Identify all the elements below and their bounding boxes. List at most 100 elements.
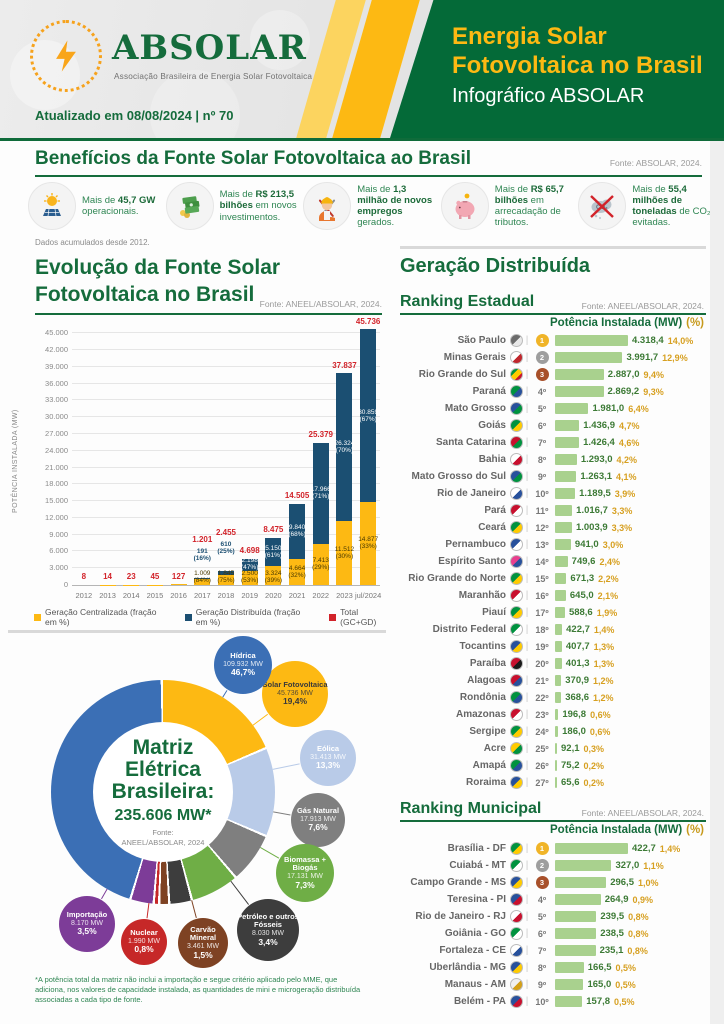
region-name: Teresina - PI [447,894,506,905]
source-bubble: Gás Natural 17.913 MW 7,6% [291,793,345,847]
y-tick-label: 18.000 [45,479,68,489]
x-tick-label: 2022 [312,591,330,600]
ranking-bar [555,403,589,414]
total-label: 45.736 [355,316,381,326]
ranking-bar [555,692,562,703]
pct-value: 0,8% [627,928,649,939]
rank-position: 2 [531,351,553,364]
bar-area: 588,6 1,9% [553,607,706,618]
legend-label: Total (GC+GD) [340,607,377,627]
flag-icon [510,623,523,636]
y-tick-label: 30.000 [45,412,68,422]
pct-value: 0,5% [615,962,637,973]
state-ranking-source: Fonte: ANEEL/ABSOLAR, 2024. [581,301,704,311]
bar-area: 327,0 1,1% [553,860,706,871]
mw-value: 92,1 [561,743,580,754]
ranking-row: Acre | 25º 92,1 0,3% [400,740,706,757]
pct-value: 1,3% [593,658,615,669]
gridline [72,382,380,384]
ranking-bar [555,709,559,720]
pct-value: 0,6% [590,709,611,720]
rank-position: 8º [537,962,547,973]
pct-value: 0,2% [583,760,605,771]
ranking-row: Uberlândia - MG | 8º 166,5 0,5% [400,959,706,976]
year-slot: 2.455 610 (25%) 1.845 (75%) 2018 [214,295,238,600]
source-bubble: Biomassa + Biogás 17.131 MW 7,3% [276,844,334,902]
ranking-bar [555,590,566,601]
mw-value: 4.318,4 [632,335,664,346]
pct-value: 6,4% [628,403,649,414]
bar-area: 239,5 0,8% [553,911,706,922]
flag-icon [510,842,523,855]
region-name: Goiânia - GO [444,928,506,939]
evolution-title-line1: Evolução da Fonte Solar [35,256,281,279]
gd-label: 2.198 (47%) [241,557,259,572]
gc-segment [336,520,353,585]
ranking-bar [555,726,559,737]
rank-separator: | [525,996,529,1007]
ranking-bar [555,777,557,788]
flag-icon [510,436,523,449]
mw-value: 186,0 [562,726,586,737]
mw-value: 422,7 [632,843,656,854]
header-divider [0,138,724,141]
gridline [72,449,380,451]
rank-position: 13º [535,539,549,550]
x-tick-label: 2014 [122,591,140,600]
ranking-bar [555,911,597,922]
bar-area: 92,1 0,3% [553,743,706,754]
region-name: Rio de Janeiro [437,488,506,499]
flag-icon [510,674,523,687]
ranking-bar [555,760,557,771]
rank-separator: | [525,624,529,635]
pct-value: 3,9% [614,488,636,499]
benefit-item: CO₂ Mais de 55,4 milhões de toneladas de… [578,182,716,230]
matriz-source-line2: ANEEL/ABSOLAR, 2024 [121,837,205,847]
rank-separator: | [525,505,529,516]
benefits-title: Benefícios da Fonte Solar Fotovoltaica a… [35,148,472,169]
rank-separator: | [525,539,529,550]
rank-position: 11º [535,505,549,516]
benefits-section: Benefícios da Fonte Solar Fotovoltaica a… [0,142,724,247]
bubble-mw: 3.461 MW [187,942,219,950]
ranking-row: Fortaleza - CE | 7º 235,1 0,8% [400,942,706,959]
gridline [72,516,380,518]
region-name: Sergipe [469,726,506,737]
ranking-row: Amazonas | 23º 196,8 0,6% [400,706,706,723]
gc-label: 11.512 (30%) [334,545,355,560]
ranking-row: Espírito Santo | 14º 749,6 2,4% [400,553,706,570]
rank-separator: | [525,843,529,854]
bubble-mw: 8.030 MW [252,929,284,937]
bar-area: 186,0 0,6% [553,726,706,737]
gd-segment [194,578,211,580]
region-name: Rondônia [459,692,506,703]
bubble-pct: 13,3% [315,760,341,771]
gold-medal-icon: 1 [535,842,549,855]
gc-segment [265,566,282,585]
y-tick-label: 21.000 [45,462,68,472]
stacked-bar [170,584,187,585]
rank-separator: | [525,877,529,888]
bar-area: 749,6 2,4% [553,556,706,567]
flag-icon [510,402,523,415]
mw-value: 239,5 [600,911,625,922]
worker-icon [303,182,352,230]
gridline [72,416,380,418]
gd-label: 191 (16%) [193,548,211,563]
bar-area: 2.887,0 9,4% [553,369,706,380]
gc-label: 3.324 (39%) [264,569,283,584]
benefit-item: Mais de R$ 213,5 bilhões em novos invest… [165,182,304,230]
bubble-name: Carvão Mineral [189,924,217,943]
silver-medal-icon: 2 [535,859,549,872]
matriz-section: Matriz Elétrica Brasileira: 235.606 MW* … [0,636,390,1024]
bar-area: 422,7 1,4% [553,624,706,635]
region-name: Mato Grosso [444,403,506,414]
gd-segment [241,558,258,572]
benefits-items: Mais de 45,7 GW operacionais. Mais de R$… [28,182,716,230]
rank-separator: | [525,641,529,652]
gc-label: 1.009 (84%) [193,569,211,584]
stacked-bar [265,537,282,585]
mw-value: 749,6 [571,556,596,567]
bubble-pct: 3,5% [77,926,97,937]
ranking-row: Alagoas | 21º 370,9 1,2% [400,672,706,689]
